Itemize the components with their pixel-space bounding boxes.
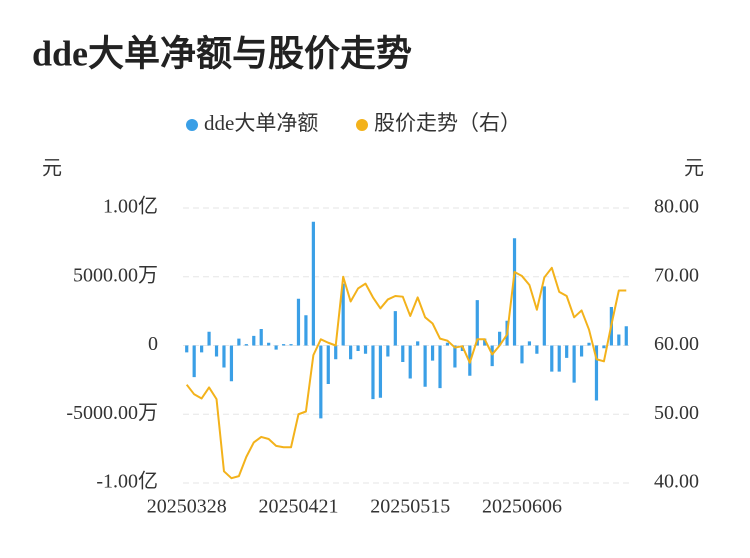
x-tick-label: 20250606 [482,496,562,518]
price-line [185,266,627,480]
chart-title: dde大单净额与股价走势 [32,33,412,73]
y2-axis-label: 元 [684,158,704,180]
bar [289,344,293,346]
legend-marker [356,119,368,131]
y-tick-label: 0 [148,333,158,355]
bar [520,345,524,364]
bar [430,345,435,361]
y-tick-label: 1.00亿 [103,195,158,218]
bar [259,329,263,346]
bar [281,344,286,346]
bar [565,345,569,358]
y2-tick-label: 80.00 [654,196,699,218]
bar [222,345,226,368]
bar [550,345,554,372]
bar [356,345,360,351]
bar [319,345,323,419]
bar [393,311,397,346]
bar [326,345,330,384]
bar [311,221,315,346]
bar [557,345,561,372]
bar [579,345,584,357]
bar [267,342,271,346]
bar [237,338,241,346]
bar [378,345,383,398]
bar [498,331,502,346]
y2-tick-label: 60.00 [654,333,699,355]
bar [423,345,427,387]
x-tick-label: 20250421 [258,496,338,518]
bar [512,238,517,346]
bar [490,345,494,367]
bar [296,298,301,346]
y2-tick-label: 70.00 [654,264,699,286]
bar [252,335,256,346]
y2-tick-label: 40.00 [654,471,699,493]
y-axis-label: 元 [42,158,62,180]
bar [416,341,420,346]
bar [594,345,599,401]
bar [386,345,390,357]
bar [401,345,405,362]
bar [363,345,368,354]
bar [341,283,345,346]
bar [304,315,308,346]
bar [602,345,606,349]
bar [617,334,621,346]
bar [207,331,211,346]
y-tick-label: -5000.00万 [66,402,158,424]
bar [475,300,479,346]
bar [371,345,375,400]
bar [274,345,278,350]
bar [587,342,591,346]
bar [438,345,442,389]
y-tick-label: -1.00亿 [96,470,158,493]
bar [445,342,450,346]
bar [535,345,539,354]
bar [244,344,248,346]
x-tick-label: 20250328 [147,496,227,518]
bar [572,345,576,383]
bar [542,286,546,346]
x-tick-label: 20250515 [370,496,450,518]
y-tick-label: 5000.00万 [73,264,158,286]
legend-marker [186,119,198,131]
bar [200,345,204,353]
bar [624,326,628,346]
bar [185,345,189,353]
bar [349,345,353,360]
bar [192,345,196,378]
bar [214,345,219,357]
bar [334,345,338,360]
bar [483,338,487,346]
legend-label: 股价走势（右） [374,111,521,135]
y2-tick-label: 50.00 [654,402,699,424]
bar [453,345,457,368]
bar [527,341,532,346]
bar [229,345,234,382]
bar [408,345,412,379]
legend-label: dde大单净额 [204,111,318,135]
